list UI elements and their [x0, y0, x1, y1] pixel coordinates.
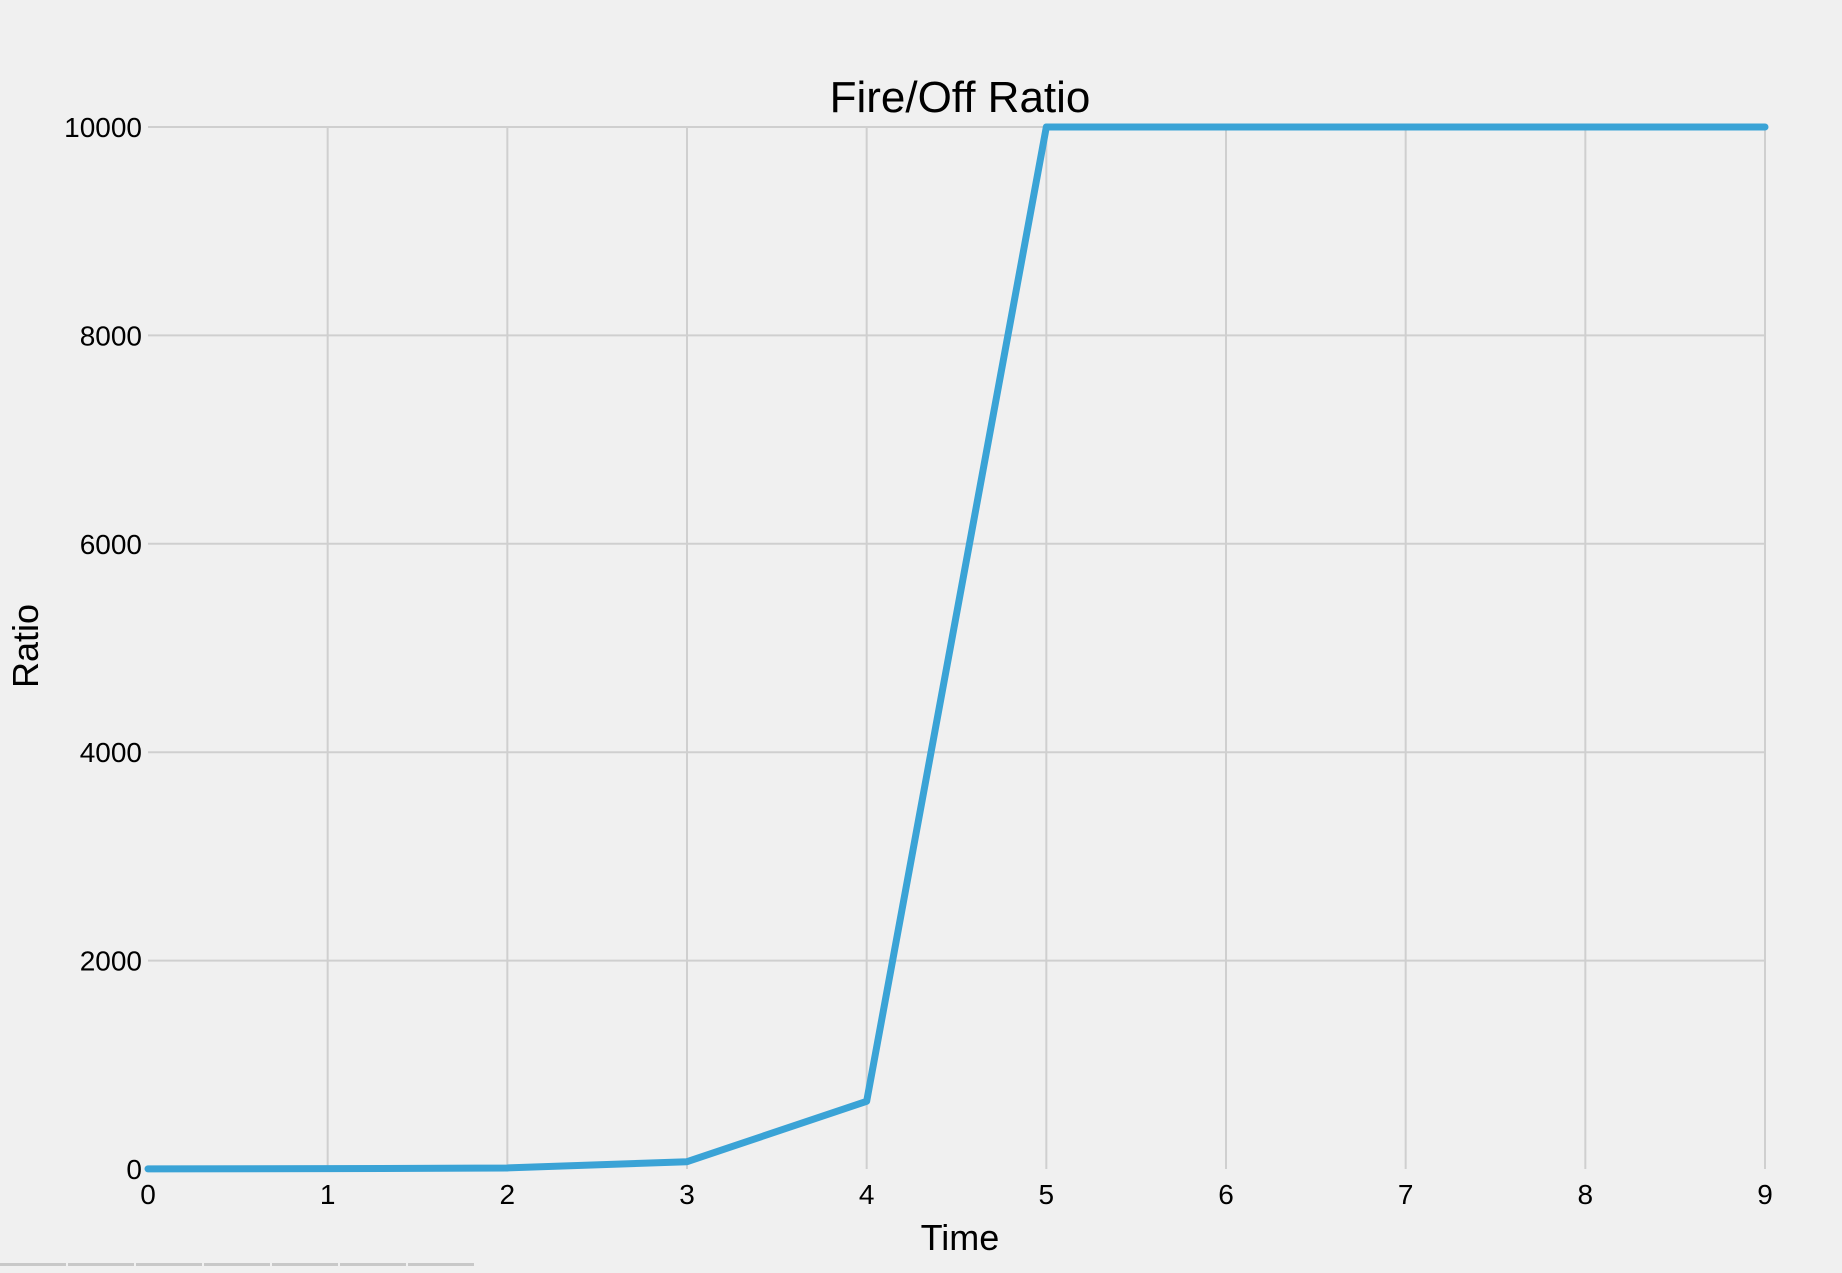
data-point: [1044, 125, 1049, 129]
bottom-tab[interactable]: [204, 1263, 270, 1266]
bottom-tab[interactable]: [340, 1263, 406, 1266]
bottom-tab[interactable]: [0, 1263, 66, 1266]
y-tick-label: 4000: [80, 737, 142, 768]
y-tick-label: 6000: [80, 529, 142, 560]
data-point: [685, 1159, 689, 1164]
y-tick-label: 0: [126, 1154, 142, 1185]
x-tick-label: 4: [859, 1179, 875, 1210]
bottom-tab[interactable]: [408, 1263, 474, 1266]
x-tick-label: 8: [1578, 1179, 1594, 1210]
y-tick-label: 10000: [64, 112, 142, 143]
bottom-tab-strip: [0, 1263, 476, 1268]
x-tick-label: 1: [320, 1179, 336, 1210]
chart-title: Fire/Off Ratio: [830, 73, 1091, 122]
x-tick-label: 5: [1039, 1179, 1055, 1210]
y-axis-title: Ratio: [5, 604, 46, 688]
data-point: [1763, 125, 1767, 129]
data-point: [864, 1099, 869, 1104]
bottom-tab[interactable]: [68, 1263, 134, 1266]
y-tick-label: 8000: [80, 320, 142, 351]
bottom-tab[interactable]: [136, 1263, 202, 1266]
x-tick-label: 7: [1398, 1179, 1414, 1210]
bottom-tab[interactable]: [272, 1263, 338, 1266]
x-tick-label: 9: [1757, 1179, 1773, 1210]
data-point: [325, 1166, 330, 1171]
data-point: [1403, 125, 1408, 129]
series-layer: [144, 123, 1769, 1173]
data-point: [505, 1165, 510, 1170]
y-tick-label: 2000: [80, 946, 142, 977]
y-axis-ticks: 0 2000 4000 6000 8000 10000: [64, 112, 142, 1185]
data-point: [1224, 125, 1228, 129]
x-tick-label: 2: [500, 1179, 516, 1210]
grid: [148, 126, 1766, 1169]
x-tick-label: 0: [140, 1179, 156, 1210]
x-tick-label: 6: [1218, 1179, 1234, 1210]
data-point: [1583, 125, 1588, 129]
data-point: [146, 1166, 150, 1171]
x-axis-title: Time: [921, 1217, 1000, 1258]
x-axis-ticks: 0 1 2 3 4 5 6 7 8 9: [140, 1179, 1773, 1210]
series-line: [144, 123, 1769, 1173]
x-tick-label: 3: [679, 1179, 695, 1210]
